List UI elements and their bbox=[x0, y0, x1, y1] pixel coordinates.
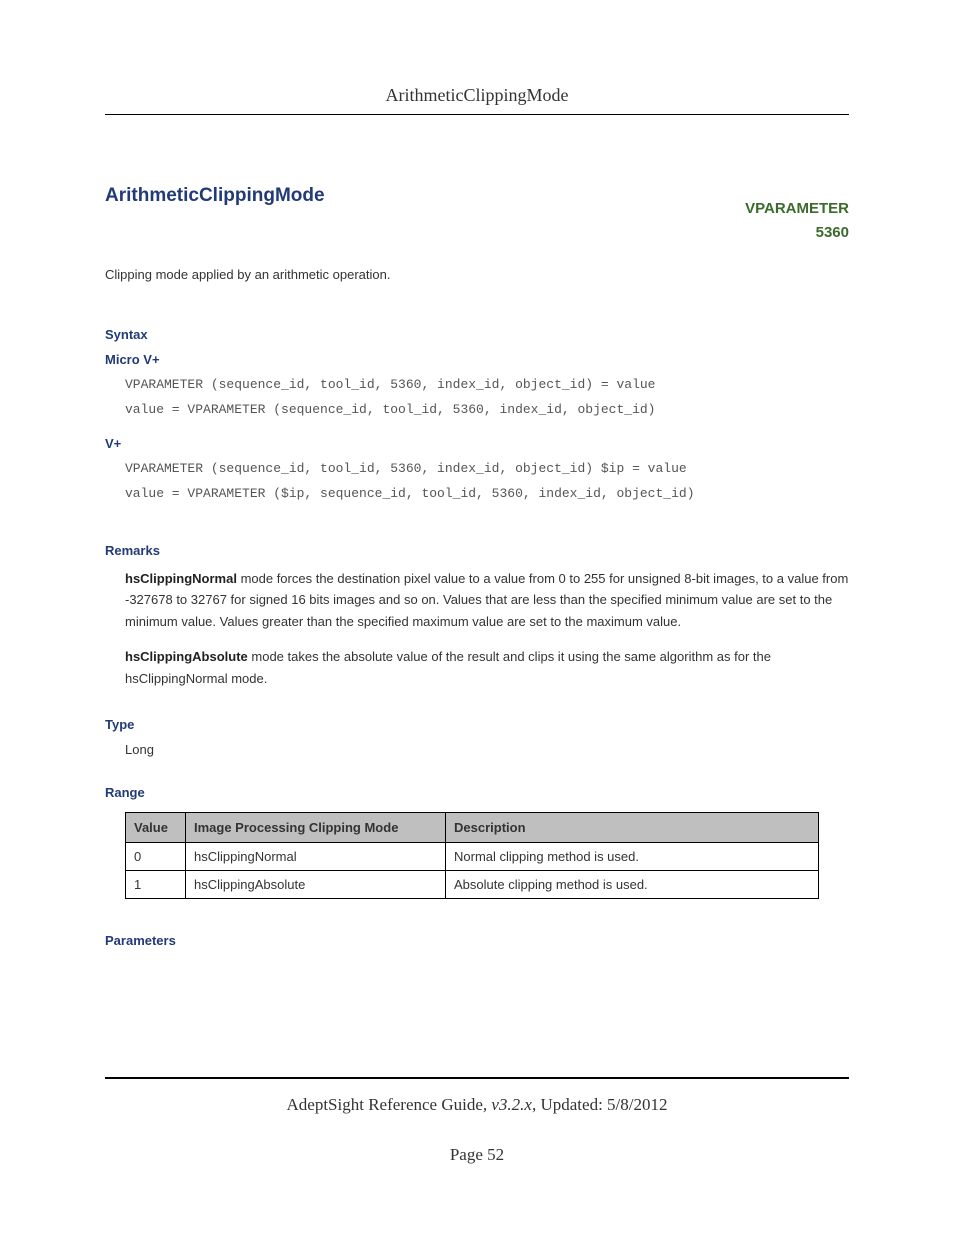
footer-version: , v3.2.x bbox=[483, 1095, 532, 1114]
code-line: VPARAMETER (sequence_id, tool_id, 5360, … bbox=[125, 377, 656, 392]
type-value: Long bbox=[125, 742, 849, 757]
syntax-heading: Syntax bbox=[105, 327, 849, 342]
remarks-paragraph: hsClippingAbsolute mode takes the absolu… bbox=[125, 646, 849, 689]
page-header: ArithmeticClippingMode bbox=[105, 85, 849, 115]
table-cell: 1 bbox=[126, 870, 186, 898]
table-header-cell: Value bbox=[126, 812, 186, 842]
remarks-body: hsClippingNormal mode forces the destina… bbox=[125, 568, 849, 689]
table-header-row: Value Image Processing Clipping Mode Des… bbox=[126, 812, 819, 842]
table-header-cell: Image Processing Clipping Mode bbox=[186, 812, 446, 842]
intro-text: Clipping mode applied by an arithmetic o… bbox=[105, 267, 849, 282]
micro-vplus-heading: Micro V+ bbox=[105, 352, 849, 367]
remarks-paragraph: hsClippingNormal mode forces the destina… bbox=[125, 568, 849, 632]
remarks-bold: hsClippingNormal bbox=[125, 571, 237, 586]
code-line: VPARAMETER (sequence_id, tool_id, 5360, … bbox=[125, 461, 687, 476]
vparameter-number: 5360 bbox=[745, 221, 849, 245]
code-line: value = VPARAMETER (sequence_id, tool_id… bbox=[125, 402, 656, 417]
remarks-bold: hsClippingAbsolute bbox=[125, 649, 248, 664]
vparameter-badge: VPARAMETER 5360 bbox=[745, 197, 849, 245]
table-cell: Normal clipping method is used. bbox=[446, 842, 819, 870]
vplus-code: VPARAMETER (sequence_id, tool_id, 5360, … bbox=[125, 457, 849, 506]
page-footer: AdeptSight Reference Guide, v3.2.x, Upda… bbox=[105, 1077, 849, 1165]
table-row: 0 hsClippingNormal Normal clipping metho… bbox=[126, 842, 819, 870]
footer-guide-name: AdeptSight Reference Guide bbox=[287, 1095, 483, 1114]
micro-vplus-code: VPARAMETER (sequence_id, tool_id, 5360, … bbox=[125, 373, 849, 422]
table-header-cell: Description bbox=[446, 812, 819, 842]
table-cell: hsClippingNormal bbox=[186, 842, 446, 870]
footer-guide-line: AdeptSight Reference Guide, v3.2.x, Upda… bbox=[105, 1095, 849, 1115]
table-cell: 0 bbox=[126, 842, 186, 870]
range-heading: Range bbox=[105, 785, 849, 800]
range-table: Value Image Processing Clipping Mode Des… bbox=[125, 812, 819, 899]
page-title: ArithmeticClippingMode bbox=[105, 185, 849, 207]
footer-page-number: Page 52 bbox=[105, 1145, 849, 1165]
table-row: 1 hsClippingAbsolute Absolute clipping m… bbox=[126, 870, 819, 898]
parameters-heading: Parameters bbox=[105, 933, 849, 948]
vparameter-label: VPARAMETER bbox=[745, 197, 849, 221]
type-heading: Type bbox=[105, 717, 849, 732]
footer-updated: Updated: 5/8/2012 bbox=[540, 1095, 667, 1114]
table-cell: Absolute clipping method is used. bbox=[446, 870, 819, 898]
table-cell: hsClippingAbsolute bbox=[186, 870, 446, 898]
remarks-heading: Remarks bbox=[105, 543, 849, 558]
code-line: value = VPARAMETER ($ip, sequence_id, to… bbox=[125, 486, 695, 501]
title-row: ArithmeticClippingMode VPARAMETER 5360 bbox=[105, 185, 849, 207]
vplus-heading: V+ bbox=[105, 436, 849, 451]
